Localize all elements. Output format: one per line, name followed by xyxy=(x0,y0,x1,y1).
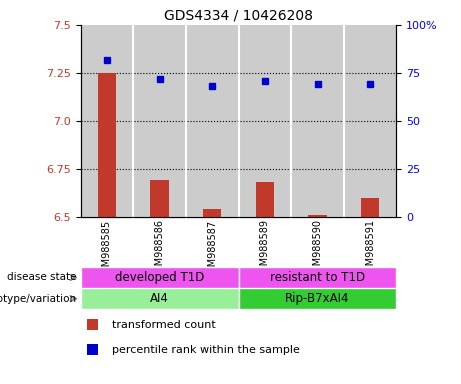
Text: resistant to T1D: resistant to T1D xyxy=(270,271,365,284)
Text: GSM988591: GSM988591 xyxy=(365,220,375,278)
Bar xyxy=(87,344,98,356)
Title: GDS4334 / 10426208: GDS4334 / 10426208 xyxy=(164,8,313,22)
Bar xyxy=(203,209,221,217)
Text: disease state: disease state xyxy=(6,272,76,283)
Text: GSM988585: GSM988585 xyxy=(102,220,112,278)
Bar xyxy=(256,182,274,217)
Bar xyxy=(81,288,239,309)
Text: Rip-B7xAI4: Rip-B7xAI4 xyxy=(285,292,350,305)
Text: AI4: AI4 xyxy=(150,292,169,305)
Text: GSM988586: GSM988586 xyxy=(154,220,165,278)
Bar xyxy=(87,319,98,330)
Text: percentile rank within the sample: percentile rank within the sample xyxy=(112,345,300,355)
Bar xyxy=(98,73,116,217)
Bar xyxy=(150,180,169,217)
Text: genotype/variation: genotype/variation xyxy=(0,293,76,304)
Bar xyxy=(239,267,396,288)
Text: GSM988589: GSM988589 xyxy=(260,220,270,278)
Bar xyxy=(308,215,327,217)
Text: transformed count: transformed count xyxy=(112,320,216,330)
Text: GSM988590: GSM988590 xyxy=(313,220,323,278)
Bar xyxy=(239,288,396,309)
Text: developed T1D: developed T1D xyxy=(115,271,204,284)
Text: GSM988587: GSM988587 xyxy=(207,220,217,278)
Bar xyxy=(361,198,379,217)
Bar xyxy=(81,267,239,288)
